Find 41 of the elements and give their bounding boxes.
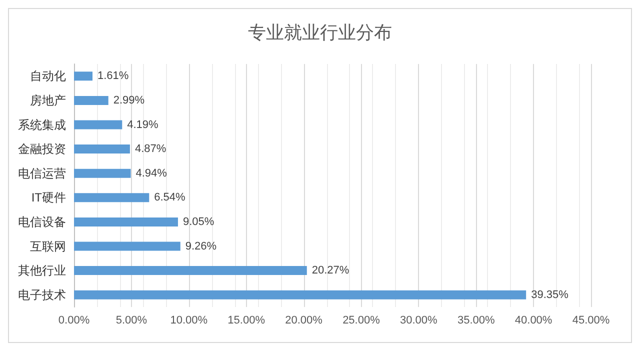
data-label: 4.94% [136, 167, 168, 180]
data-label: 1.61% [97, 70, 129, 82]
bar [74, 193, 150, 202]
y-tick-label: 电信设备 [18, 214, 66, 229]
y-tick-label: 电子技术 [18, 288, 66, 302]
y-tick-label: 互联网 [30, 239, 66, 254]
bar [74, 96, 108, 105]
x-tick-label: 40.00% [514, 314, 552, 326]
y-tick-label: 其他行业 [18, 264, 66, 278]
bar [74, 290, 526, 300]
data-label: 20.27% [312, 264, 350, 277]
y-tick-label: 金融投资 [18, 142, 66, 156]
data-label: 2.99% [113, 94, 145, 106]
y-tick-label: 电信运营 [18, 166, 66, 180]
x-tick-label: 20.00% [285, 314, 323, 326]
data-label: 9.05% [182, 216, 214, 228]
bar [74, 168, 131, 178]
data-label: 4.19% [127, 118, 159, 131]
bar [74, 242, 180, 251]
y-tick-label: 系统集成 [18, 118, 66, 132]
bar [74, 217, 178, 226]
bar [74, 144, 130, 154]
data-label: 39.35% [531, 288, 569, 301]
bar [74, 120, 122, 130]
y-tick-label: IT硬件 [31, 190, 66, 205]
bar [74, 72, 92, 81]
x-tick-label: 25.00% [342, 314, 380, 326]
data-label: 4.87% [134, 143, 166, 156]
x-tick-label: 15.00% [228, 314, 266, 326]
x-tick-label: 10.00% [170, 314, 208, 326]
data-label: 6.54% [154, 192, 186, 204]
chart-title: 专业就业行业分布 [248, 22, 392, 44]
x-tick-label: 45.00% [572, 314, 610, 326]
x-tick-label: 30.00% [400, 314, 438, 326]
data-label: 9.26% [185, 240, 217, 252]
y-tick-label: 自动化 [30, 69, 66, 84]
x-tick-label: 5.00% [116, 314, 148, 326]
x-tick-label: 0.00% [58, 314, 90, 326]
y-tick-label: 房地产 [30, 93, 66, 108]
x-tick-label: 35.00% [457, 314, 495, 326]
bar [74, 266, 307, 276]
